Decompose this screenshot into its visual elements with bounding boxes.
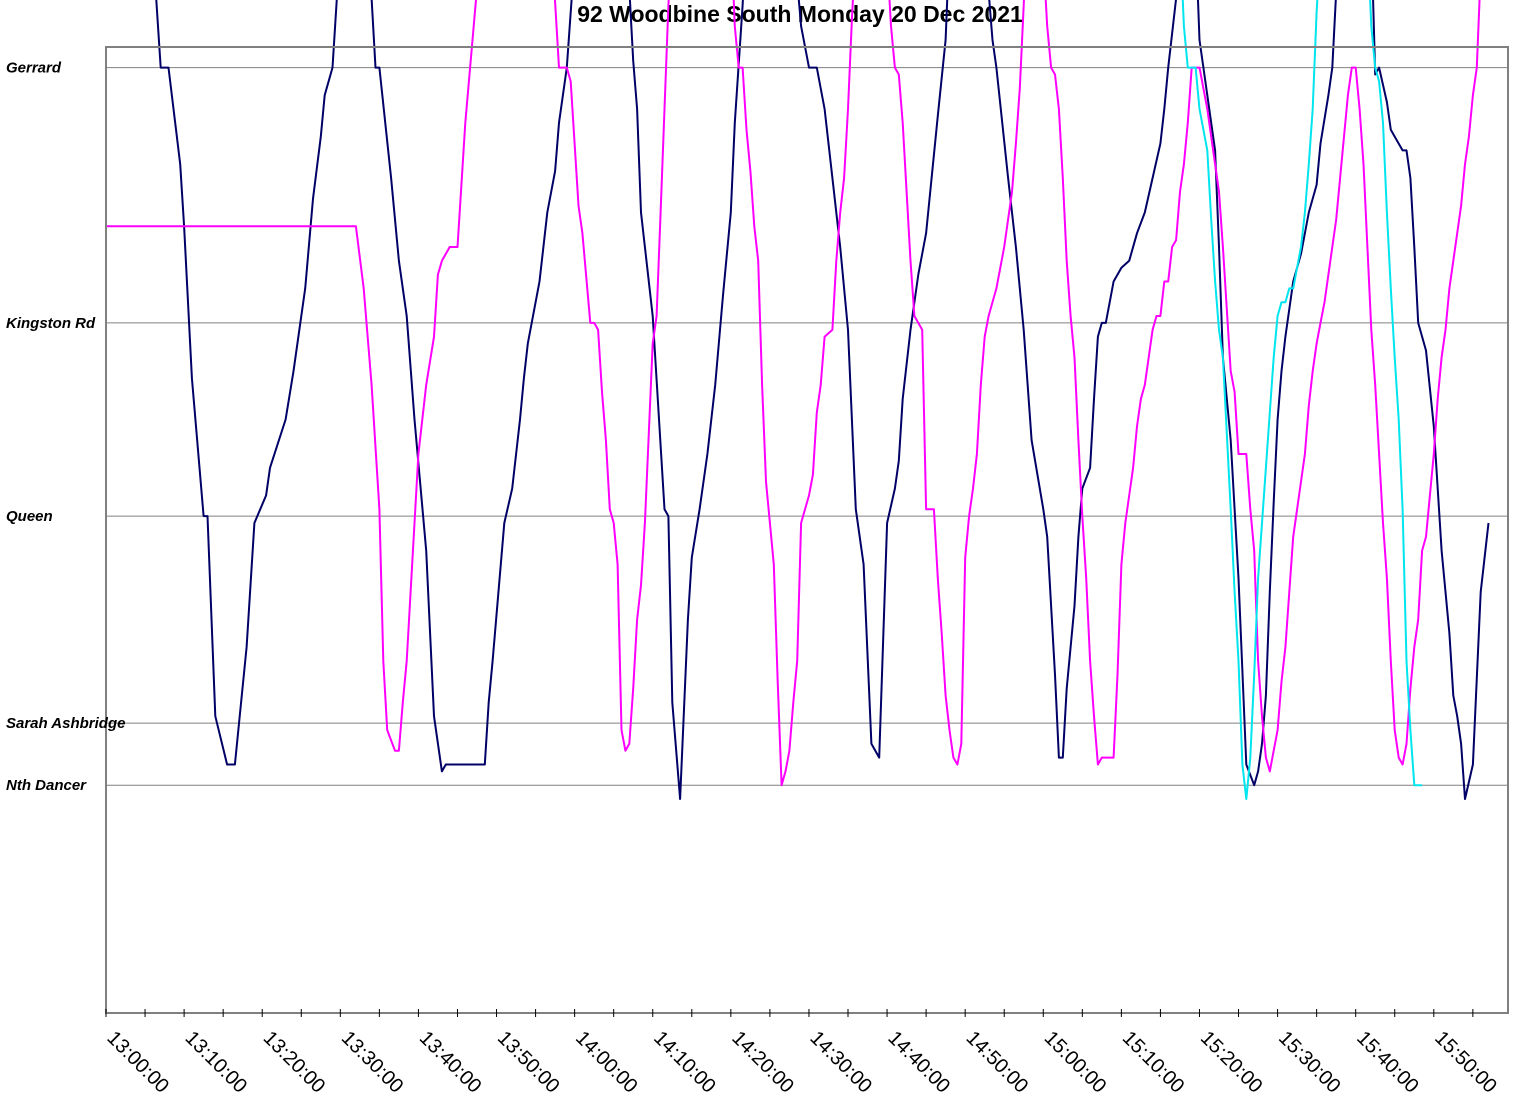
stop-label: Kingston Rd bbox=[6, 315, 96, 332]
x-tick-label: 15:10:00 bbox=[1118, 1027, 1189, 1098]
x-tick-label: 13:10:00 bbox=[181, 1027, 252, 1098]
x-axis-ticks: 13:00:00 13:10:00 13:20:00 13:30:00 13:40:00… bbox=[102, 1009, 1501, 1098]
x-tick-label: 13:40:00 bbox=[415, 1027, 486, 1098]
x-tick-label: 15:40:00 bbox=[1352, 1027, 1423, 1098]
x-tick-label: 15:50:00 bbox=[1430, 1027, 1501, 1098]
stop-label: Gerrard bbox=[6, 60, 62, 77]
x-tick-label: 14:40:00 bbox=[884, 1027, 955, 1098]
x-tick-label: 13:30:00 bbox=[337, 1027, 408, 1098]
series-line-0 bbox=[155, 0, 1490, 800]
stop-label: Nth Dancer bbox=[6, 777, 87, 794]
x-tick-label: 13:20:00 bbox=[259, 1027, 330, 1098]
gridlines bbox=[106, 67, 1508, 786]
series-line-1 bbox=[106, 0, 1481, 787]
x-tick-label: 13:50:00 bbox=[493, 1027, 564, 1098]
x-tick-label: 14:20:00 bbox=[727, 1027, 798, 1098]
stop-label: Sarah Ashbridge bbox=[6, 715, 125, 732]
x-tick-label: 15:00:00 bbox=[1040, 1027, 1111, 1098]
x-tick-label: 14:50:00 bbox=[962, 1027, 1033, 1098]
x-tick-label: 14:00:00 bbox=[571, 1027, 642, 1098]
plot-area-border bbox=[105, 46, 1509, 1014]
x-tick-label: 14:10:00 bbox=[649, 1027, 720, 1098]
x-tick-label: 13:00:00 bbox=[102, 1027, 173, 1098]
series-lines bbox=[106, 0, 1490, 800]
x-tick-label: 15:30:00 bbox=[1274, 1027, 1345, 1098]
x-tick-label: 14:30:00 bbox=[805, 1027, 876, 1098]
stop-label: Queen bbox=[6, 508, 53, 525]
x-tick-label: 15:20:00 bbox=[1196, 1027, 1267, 1098]
series-line-2 bbox=[1181, 0, 1423, 800]
stop-labels: Woodbine StnDanforthGerrardKingston RdQu… bbox=[6, 60, 125, 795]
